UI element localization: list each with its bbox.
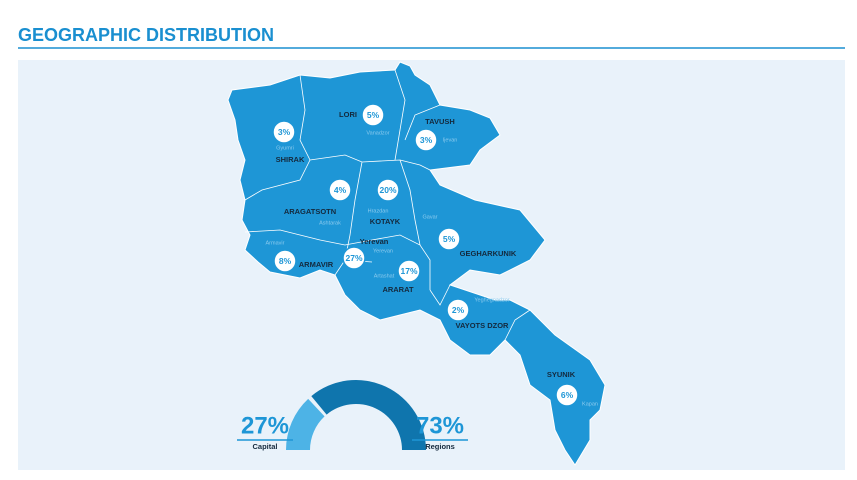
- share-badge: [272, 120, 296, 144]
- region-name: TAVUSH: [425, 117, 455, 126]
- region-share: 17%: [400, 266, 417, 276]
- split-arc: [286, 398, 325, 450]
- region-name: Yerevan: [360, 237, 389, 246]
- split-label: Capital: [252, 442, 277, 451]
- region-name: ARMAVIR: [299, 260, 334, 269]
- region-share: 3%: [420, 135, 433, 145]
- region-share: 27%: [345, 253, 362, 263]
- region-name: GEGHARKUNIK: [460, 249, 517, 258]
- split-value: 73%: [416, 412, 464, 439]
- region-name: VAYOTS DZOR: [456, 321, 510, 330]
- title: GEOGRAPHIC DISTRIBUTION: [18, 25, 274, 45]
- region-name: KOTAYK: [370, 217, 401, 226]
- split-value: 27%: [241, 412, 289, 439]
- share-badge: [376, 178, 400, 202]
- share-badge: [342, 246, 366, 270]
- share-badge: [446, 298, 470, 322]
- city-name: Hrazdan: [368, 208, 389, 214]
- city-name: Vanadzor: [366, 130, 389, 136]
- share-badge: [555, 383, 579, 407]
- split-label: Regions: [425, 442, 455, 451]
- city-name: Gavar: [423, 214, 438, 220]
- region-share: 6%: [561, 390, 574, 400]
- city-name: Ijevan: [443, 137, 458, 143]
- region-share: 20%: [379, 185, 396, 195]
- region-name: SHIRAK: [276, 155, 305, 164]
- city-name: Armavir: [266, 240, 285, 246]
- region-name: SYUNIK: [547, 370, 576, 379]
- region-name: ARAGATSOTN: [284, 207, 336, 216]
- share-badge: [437, 227, 461, 251]
- city-name: Yeghegnadzor: [474, 297, 509, 303]
- region-share: 4%: [334, 185, 347, 195]
- city-name: Yerevan: [373, 248, 393, 254]
- share-badge: [328, 178, 352, 202]
- region-name: ARARAT: [382, 285, 414, 294]
- city-name: Ashtarak: [319, 220, 341, 226]
- region-borders: [244, 69, 531, 341]
- city-name: Kapan: [582, 401, 598, 407]
- split-arc: [311, 380, 426, 450]
- region-share: 2%: [452, 305, 465, 315]
- share-badge: [414, 128, 438, 152]
- region-share: 5%: [367, 110, 380, 120]
- city-name: Artashat: [374, 273, 395, 279]
- share-badge: [273, 249, 297, 273]
- share-badge: [361, 103, 385, 127]
- city-name: Gyumri: [276, 145, 294, 151]
- region-share: 8%: [279, 256, 292, 266]
- region-name: LORI: [339, 110, 357, 119]
- share-badge: [397, 259, 421, 283]
- region-share: 5%: [443, 234, 456, 244]
- region-share: 3%: [278, 127, 291, 137]
